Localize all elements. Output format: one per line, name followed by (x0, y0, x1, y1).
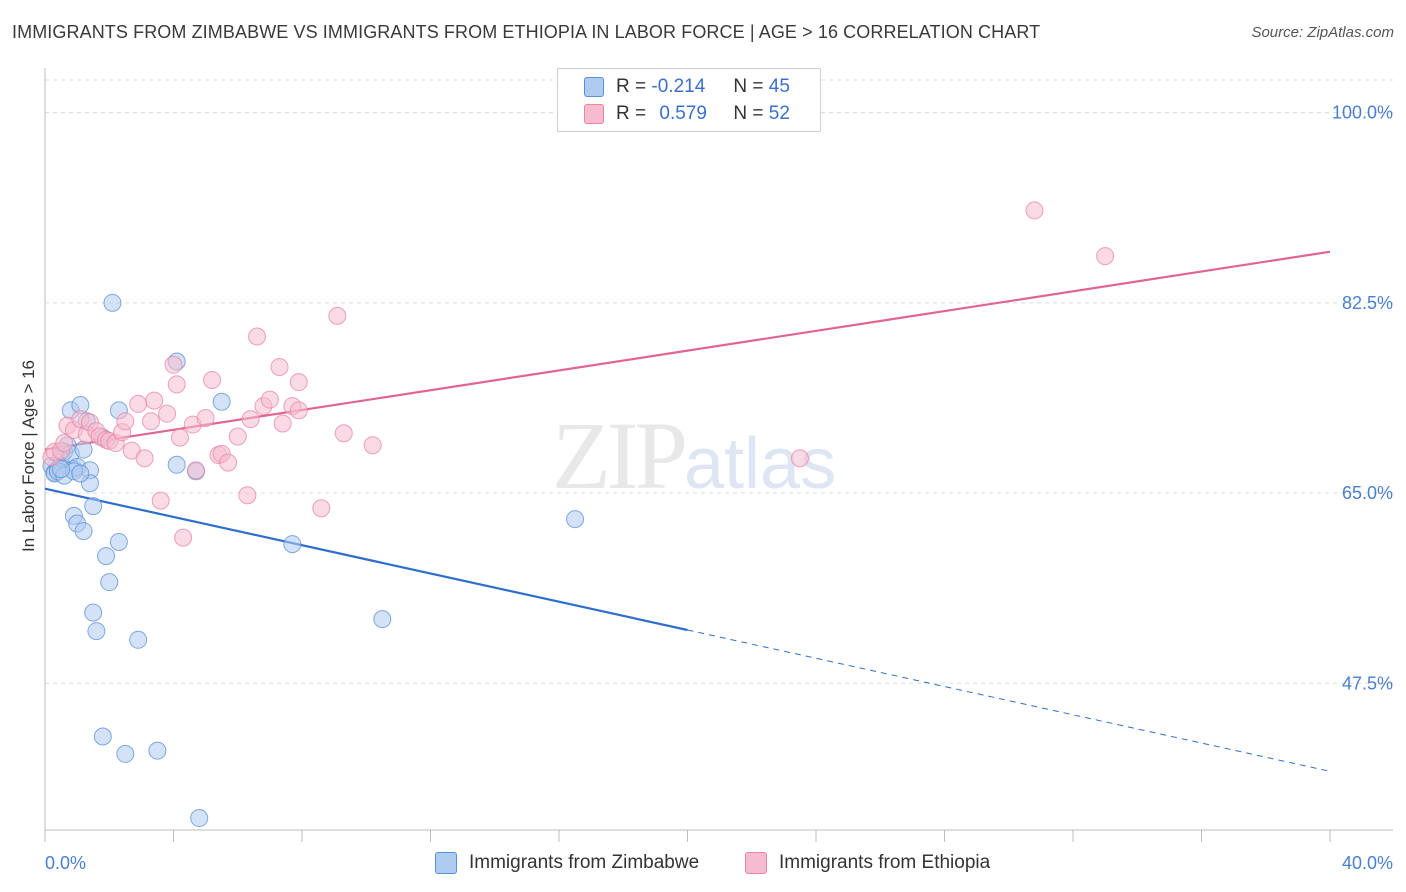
legend-r-label: R = (616, 103, 647, 124)
series-legend: Immigrants from Zimbabwe Immigrants from… (0, 852, 1406, 878)
ethiopia-point (328, 306, 347, 325)
ethiopia-point (142, 412, 161, 431)
axes-layer (44, 68, 1393, 842)
y-axis-label: In Labor Force | Age > 16 (19, 360, 38, 552)
ethiopia-point (228, 427, 247, 446)
watermark-zip: ZIP (552, 402, 688, 509)
ethiopia-point (186, 461, 205, 480)
x-tick-label: 0.0% (45, 853, 86, 873)
grid-layer (45, 79, 1393, 684)
ethiopia-point (55, 434, 74, 453)
ethiopia-point (334, 424, 353, 443)
correlation-legend: R = -0.214 N = 45 R = 0.579 N = 52 (557, 68, 821, 132)
ethiopia-point (164, 355, 183, 374)
y-tick-label: 47.5% (1342, 673, 1393, 693)
zimbabwe-point (566, 510, 585, 529)
ethiopia-point (116, 412, 135, 431)
legend-swatch-zimbabwe (584, 77, 604, 97)
ethiopia-point (270, 357, 289, 376)
series-label-zimbabwe: Immigrants from Zimbabwe (469, 852, 700, 873)
zimbabwe-point (103, 293, 122, 312)
ethiopia-point (170, 428, 189, 447)
ethiopia-point (248, 327, 267, 346)
zimbabwe-point (97, 547, 116, 566)
x-tick-label: 40.0% (1342, 853, 1393, 873)
ethiopia-point (151, 491, 170, 510)
chart-title: IMMIGRANTS FROM ZIMBABWE VS IMMIGRANTS F… (12, 22, 1041, 42)
ethiopia-point (203, 371, 222, 389)
zimbabwe-point (74, 522, 93, 541)
zimbabwe-trend-line (44, 487, 688, 632)
legend-n-label: N = (733, 103, 764, 124)
zimbabwe-point (93, 727, 112, 746)
zimbabwe-point (212, 392, 231, 411)
series-swatch-zimbabwe (435, 852, 457, 874)
ethiopia-point (790, 449, 809, 468)
ethiopia-point (196, 409, 215, 428)
ethiopia-point (1096, 247, 1115, 266)
zimbabwe-point (148, 741, 167, 760)
ethiopia-point (241, 410, 260, 429)
zimbabwe-point (84, 603, 103, 622)
zimbabwe-trend-extension (687, 629, 1331, 772)
ethiopia-point (1025, 201, 1044, 220)
legend-swatch-ethiopia (584, 104, 604, 124)
legend-r-value: 0.579 (659, 103, 707, 124)
series-legend-ethiopia: Immigrants from Ethiopia (745, 852, 990, 874)
series-label-ethiopia: Immigrants from Ethiopia (779, 852, 991, 873)
legend-r-value: -0.214 (651, 76, 706, 97)
ethiopia-point (174, 528, 193, 547)
zimbabwe-point (87, 622, 106, 641)
zimbabwe-point (283, 535, 302, 554)
legend-n-value: 52 (768, 103, 790, 124)
ethiopia-point (363, 436, 382, 455)
zimbabwe-point (109, 532, 128, 551)
zimbabwe-point (167, 455, 186, 474)
legend-n-value: 45 (768, 76, 790, 97)
zimbabwe-point (52, 460, 71, 479)
ethiopia-point (273, 414, 292, 433)
source-label: Source: ZipAtlas.com (1251, 24, 1394, 41)
zimbabwe-point (373, 610, 392, 629)
zimbabwe-point (190, 809, 209, 828)
zimbabwe-point (116, 744, 135, 763)
legend-row-ethiopia: R = 0.579 N = 52 (584, 102, 790, 126)
zimbabwe-point (71, 464, 90, 483)
watermark-atlas: atlas (684, 424, 837, 504)
ethiopia-point (129, 394, 148, 413)
series-swatch-ethiopia (745, 852, 767, 874)
y-tick-label: 82.5% (1342, 293, 1393, 313)
zimbabwe-point (100, 573, 119, 592)
y-tick-label: 65.0% (1342, 483, 1393, 503)
trend-layer (44, 250, 1331, 772)
legend-row-zimbabwe: R = -0.214 N = 45 (584, 75, 790, 99)
zimbabwe-point (129, 630, 148, 649)
watermark: ZIPatlas (552, 400, 836, 511)
ethiopia-point (145, 391, 164, 410)
ethiopia-point (219, 453, 238, 472)
points-layer (42, 201, 1115, 828)
ethiopia-point (289, 401, 308, 420)
ethiopia-point (312, 499, 331, 518)
series-legend-zimbabwe: Immigrants from Zimbabwe (435, 852, 699, 874)
ethiopia-point (135, 449, 154, 468)
y-tick-label: 100.0% (1332, 103, 1393, 123)
ethiopia-point (260, 390, 279, 409)
legend-r-label: R = (616, 76, 647, 97)
zimbabwe-point (84, 497, 103, 516)
ethiopia-trend-line (44, 250, 1331, 451)
labels-layer: 100.0% 82.5% 65.0% 47.5% 0.0% 40.0% In Labor F… (19, 103, 1393, 873)
ethiopia-point (238, 486, 257, 505)
ethiopia-point (167, 375, 186, 394)
ethiopia-point (158, 404, 177, 423)
zimbabwe-point (74, 440, 93, 459)
ethiopia-point (289, 373, 308, 392)
legend-n-label: N = (733, 76, 764, 97)
